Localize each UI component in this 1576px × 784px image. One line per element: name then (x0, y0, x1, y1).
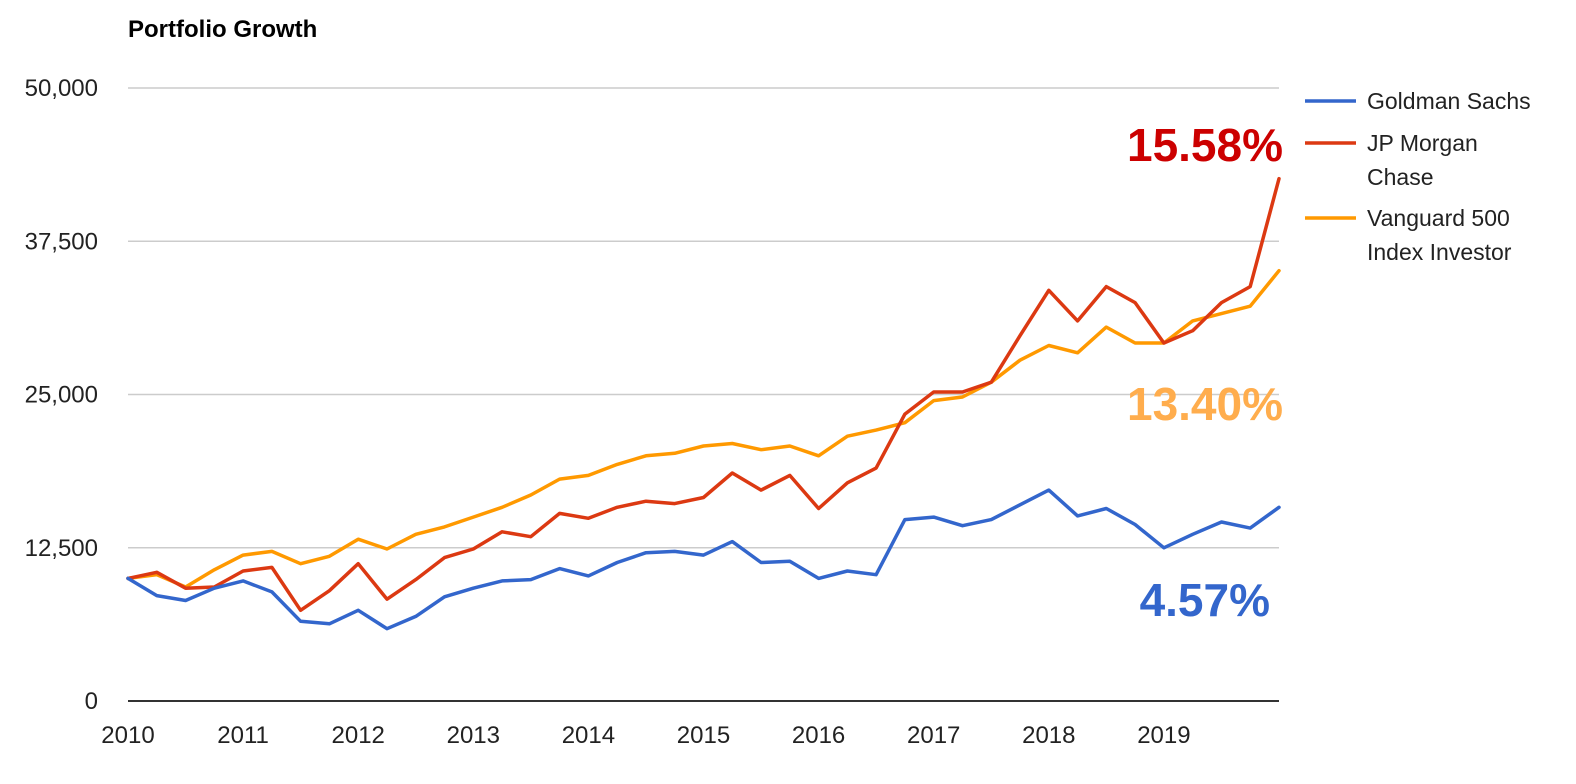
x-tick-label: 2018 (1022, 722, 1075, 749)
series-line-vanguard-500-index-investor (126, 268, 1281, 589)
end-value-annotations: 4.57% 15.58% 13.40% (1127, 119, 1283, 626)
annotation-goldman-sachs: 4.57% (1140, 574, 1270, 626)
x-tick-label: 2013 (447, 722, 500, 749)
y-tick-label: 25,000 (25, 382, 98, 409)
x-tick-label: 2015 (677, 722, 730, 749)
y-tick-label: 37,500 (25, 228, 98, 255)
legend-label: Vanguard 500 Index Investor (1367, 205, 1512, 265)
series-line-goldman-sachs (126, 488, 1281, 631)
x-tick-label: 2012 (332, 722, 385, 749)
x-tick-label: 2019 (1137, 722, 1190, 749)
legend-label: JP Morgan Chase (1367, 130, 1478, 190)
x-tick-label: 2017 (907, 722, 960, 749)
y-tick-label: 12,500 (25, 535, 98, 562)
x-tick-label: 2011 (217, 722, 269, 749)
legend-label: Goldman Sachs (1367, 88, 1531, 114)
chart-title: Portfolio Growth (128, 16, 317, 43)
series-lines (126, 176, 1281, 631)
x-tick-label: 2010 (101, 722, 154, 749)
y-tick-label: 50,000 (25, 75, 98, 102)
x-tick-label: 2014 (562, 722, 615, 749)
annotation-vanguard-500-index-investor: 13.40% (1127, 378, 1283, 430)
legend-item-jp-morgan-chase: JP Morgan Chase (1305, 130, 1478, 190)
annotation-jp-morgan-chase: 15.58% (1127, 119, 1283, 171)
y-tick-label: 0 (85, 688, 98, 715)
x-tick-label: 2016 (792, 722, 845, 749)
series-line-jp-morgan-chase (126, 176, 1281, 613)
x-axis-tick-labels: 2010 2011 2012 2013 2014 2015 2016 2017 2018 2019 (101, 722, 1190, 749)
gridlines (128, 87, 1279, 702)
legend-item-goldman-sachs: Goldman Sachs (1305, 88, 1531, 114)
legend-item-vanguard-500-index-investor: Vanguard 500 Index Investor (1305, 205, 1512, 265)
legend: Goldman Sachs JP Morgan Chase Vanguard 500 I… (1305, 88, 1531, 265)
y-axis-tick-labels: 0 12,500 25,000 37,500 50,000 (25, 75, 98, 715)
